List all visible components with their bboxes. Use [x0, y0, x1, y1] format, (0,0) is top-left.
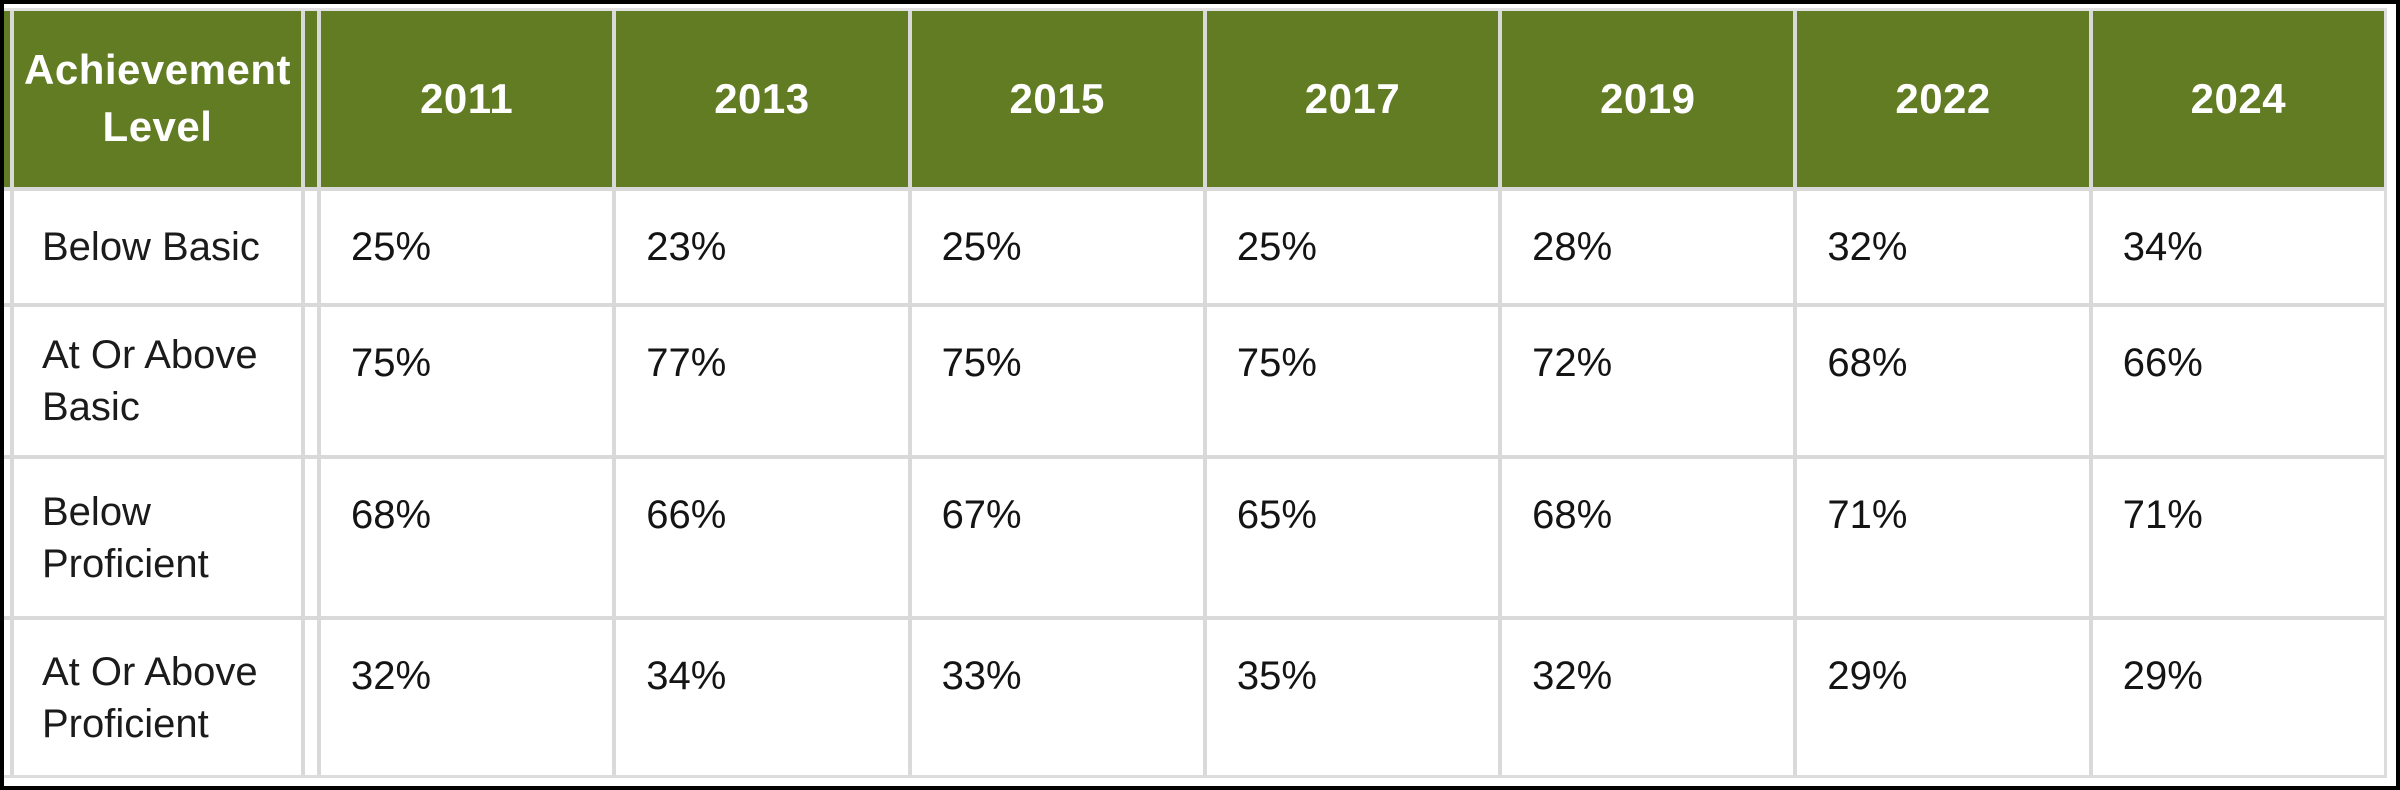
- achievement-level-table: Achievement Level 2011 2013 2015 2017 20…: [4, 8, 2387, 778]
- value-cell: 25%: [1206, 191, 1499, 303]
- year-header-cell: 2017: [1206, 11, 1499, 187]
- divider-sliver: [305, 191, 317, 303]
- left-edge-sliver: [4, 620, 10, 775]
- value-cell: 67%: [911, 459, 1203, 616]
- value-cell: 77%: [616, 307, 908, 455]
- row-label-cell: At Or Above Basic: [14, 307, 301, 455]
- value-cell: 68%: [1502, 459, 1794, 616]
- value-cell: 75%: [911, 307, 1203, 455]
- value-cell: 25%: [321, 191, 613, 303]
- value-cell: 66%: [616, 459, 908, 616]
- value-cell: 34%: [2092, 191, 2384, 303]
- value-cell: 75%: [321, 307, 613, 455]
- value-cell: 25%: [911, 191, 1203, 303]
- left-edge-sliver: [4, 307, 10, 455]
- value-cell: 32%: [1797, 191, 2089, 303]
- value-cell: 34%: [616, 620, 908, 775]
- value-cell: 65%: [1206, 459, 1499, 616]
- left-edge-sliver-header: [4, 11, 10, 187]
- row-label-cell: At Or Above Proficient: [14, 620, 301, 775]
- divider-sliver: [305, 307, 317, 455]
- year-header-cell: 2019: [1502, 11, 1794, 187]
- value-cell: 71%: [1797, 459, 2089, 616]
- divider-sliver: [305, 620, 317, 775]
- value-cell: 71%: [2092, 459, 2384, 616]
- value-cell: 66%: [2092, 307, 2384, 455]
- year-header-cell: 2013: [616, 11, 908, 187]
- value-cell: 29%: [1797, 620, 2089, 775]
- value-cell: 33%: [911, 620, 1203, 775]
- value-cell: 68%: [321, 459, 613, 616]
- value-cell: 32%: [321, 620, 613, 775]
- year-header-cell: 2015: [911, 11, 1203, 187]
- left-edge-sliver: [4, 191, 10, 303]
- value-cell: 32%: [1502, 620, 1794, 775]
- year-header-cell: 2022: [1797, 11, 2089, 187]
- value-cell: 68%: [1797, 307, 2089, 455]
- year-header-cell: 2011: [321, 11, 613, 187]
- value-cell: 72%: [1502, 307, 1794, 455]
- corner-header-cell: Achievement Level: [14, 11, 301, 187]
- divider-sliver: [305, 459, 317, 616]
- row-label-cell: Below Proficient: [14, 459, 301, 616]
- row-label-cell: Below Basic: [14, 191, 301, 303]
- value-cell: 35%: [1206, 620, 1499, 775]
- value-cell: 23%: [616, 191, 908, 303]
- value-cell: 75%: [1206, 307, 1499, 455]
- divider-sliver-header: [305, 11, 317, 187]
- year-header-cell: 2024: [2092, 11, 2384, 187]
- value-cell: 29%: [2092, 620, 2384, 775]
- value-cell: 28%: [1502, 191, 1794, 303]
- left-edge-sliver: [4, 459, 10, 616]
